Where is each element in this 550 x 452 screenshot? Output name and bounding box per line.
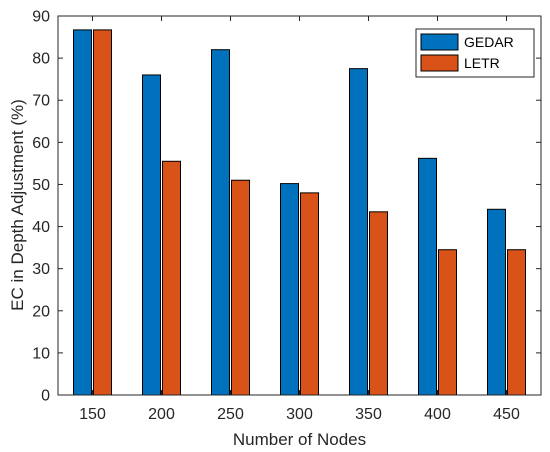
y-axis-title: EC in Depth Adjustment (%) [8, 99, 27, 311]
bar-gedar-400 [418, 157, 437, 396]
bar-gedar-150 [73, 29, 92, 396]
x-tick-label: 300 [286, 406, 313, 423]
bar-letr-200 [162, 160, 181, 396]
bars-layer [73, 29, 526, 396]
x-tick-label: 200 [148, 406, 175, 423]
legend-label-letr: LETR [464, 55, 500, 71]
bar-letr-450 [507, 249, 526, 396]
x-tick-label: 350 [355, 406, 382, 423]
y-tick-label: 0 [41, 388, 50, 405]
bar-gedar-350 [349, 68, 368, 396]
legend-label-gedar: GEDAR [464, 34, 514, 50]
x-tick-label: 450 [493, 406, 520, 423]
y-tick-label: 30 [32, 261, 50, 278]
bar-letr-400 [438, 249, 457, 396]
y-tick-label: 60 [32, 135, 50, 152]
y-tick-label: 50 [32, 177, 50, 194]
legend-swatch-gedar [420, 33, 459, 51]
x-tick-label: 150 [79, 406, 106, 423]
bar-letr-150 [93, 29, 112, 396]
bar-gedar-450 [487, 208, 506, 396]
bar-letr-250 [231, 179, 250, 396]
y-tick-label: 70 [32, 93, 50, 110]
y-tick-label: 90 [32, 9, 50, 26]
bar-letr-300 [300, 192, 319, 396]
plot-area [58, 16, 541, 395]
legend: GEDAR LETR [415, 28, 535, 78]
bar-gedar-300 [280, 183, 299, 396]
y-tick-label: 20 [32, 303, 50, 320]
y-tick-label: 10 [32, 345, 50, 362]
bar-letr-350 [369, 211, 388, 396]
y-tick-label: 80 [32, 51, 50, 68]
x-tick-label: 250 [217, 406, 244, 423]
bar-gedar-200 [142, 74, 161, 396]
x-ticks: 150 200 250 300 350 400 450 [79, 16, 520, 423]
y-ticks: 0 10 20 30 40 50 60 70 80 90 [32, 9, 541, 405]
x-axis-title: Number of Nodes [233, 430, 366, 449]
legend-swatch-letr [420, 54, 459, 72]
bar-gedar-250 [211, 49, 230, 396]
x-tick-label: 400 [424, 406, 451, 423]
y-tick-label: 40 [32, 219, 50, 236]
